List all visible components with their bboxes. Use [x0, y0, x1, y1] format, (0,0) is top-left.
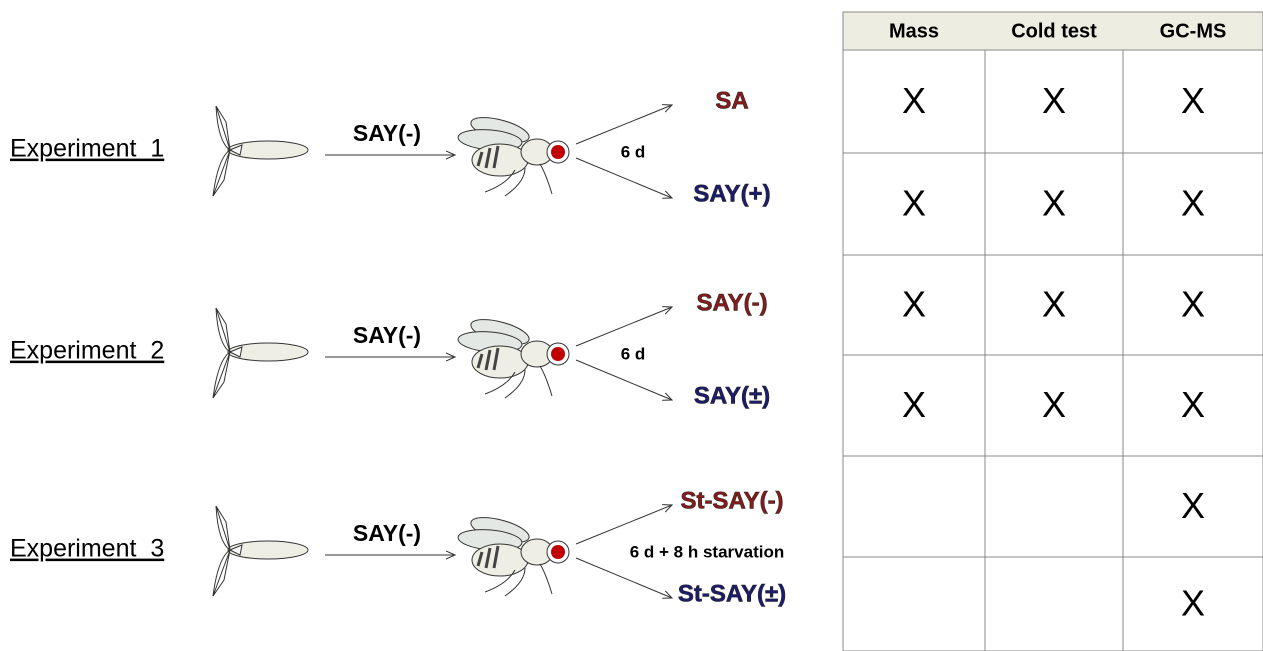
- fly-icon: [455, 511, 571, 598]
- cell-mark: X: [1181, 583, 1205, 624]
- outcome-label: SAY(+): [693, 180, 770, 207]
- arrow: [575, 105, 672, 145]
- seed-icon: [212, 505, 309, 597]
- outcome-label: SAY(±): [694, 382, 770, 409]
- experiment-label: Experiment 3: [10, 535, 164, 563]
- duration-label: 6 d + 8 h starvation: [630, 542, 784, 561]
- cell-mark: X: [902, 80, 926, 121]
- experiment-label: Experiment 2: [10, 337, 164, 365]
- cell-mark: X: [1181, 80, 1205, 121]
- cell-mark: X: [902, 284, 926, 325]
- table-header: GC-MS: [1160, 20, 1227, 42]
- table-cell: [1122, 556, 1263, 651]
- duration-label: 6 d: [621, 344, 646, 363]
- diet-label: SAY(-): [353, 520, 421, 546]
- table-header: Cold test: [1011, 20, 1097, 42]
- cell-mark: X: [1042, 284, 1066, 325]
- cell-mark: X: [902, 183, 926, 224]
- cell-mark: X: [1181, 183, 1205, 224]
- seed-icon: [212, 105, 309, 197]
- cell-mark: X: [1181, 284, 1205, 325]
- diet-label: SAY(-): [353, 120, 421, 146]
- outcome-label: St-SAY(±): [678, 580, 786, 607]
- fly-icon: [455, 111, 571, 198]
- cell-mark: X: [1042, 183, 1066, 224]
- cell-mark: X: [1181, 384, 1205, 425]
- outcome-label: St-SAY(-): [680, 487, 783, 514]
- table-cell: [842, 556, 986, 651]
- outcome-label: SAY(-): [696, 289, 767, 316]
- diet-label: SAY(-): [353, 322, 421, 348]
- experiment-label: Experiment 1: [10, 135, 164, 163]
- duration-label: 6 d: [621, 142, 646, 161]
- seed-icon: [212, 307, 309, 399]
- cell-mark: X: [902, 384, 926, 425]
- outcome-label: SA: [715, 87, 748, 114]
- cell-mark: X: [1042, 80, 1066, 121]
- arrow: [575, 307, 672, 347]
- arrow: [575, 157, 672, 198]
- table-cell: [984, 455, 1124, 558]
- arrow: [575, 505, 672, 545]
- arrow: [575, 557, 672, 598]
- cell-mark: X: [1181, 485, 1205, 526]
- table-cell: [842, 455, 986, 558]
- table-header: Mass: [889, 20, 939, 42]
- fly-icon: [455, 313, 571, 400]
- cell-mark: X: [1042, 384, 1066, 425]
- arrow: [575, 359, 672, 400]
- table-cell: [984, 556, 1124, 651]
- table-header-bg: [842, 11, 1263, 51]
